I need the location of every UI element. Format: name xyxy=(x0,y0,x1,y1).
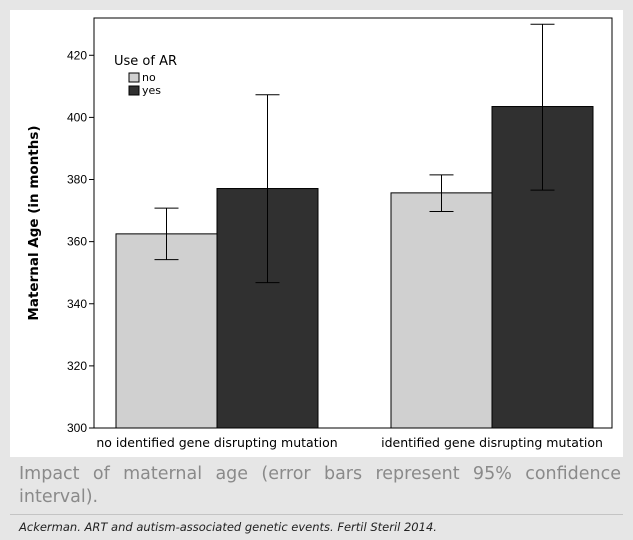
figure-citation: Ackerman. ART and autism-associated gene… xyxy=(19,520,437,534)
x-category-label: identified gene disrupting mutation xyxy=(381,435,603,450)
bar-no-2 xyxy=(390,192,493,429)
bar-no-1 xyxy=(115,233,218,429)
figure-caption: Impact of maternal age (error bars repre… xyxy=(19,464,621,507)
y-tick-label: 300 xyxy=(67,421,87,435)
y-tick-label: 420 xyxy=(67,48,87,62)
chart-panel: 300 320 340 360 380 400 420 Maternal Age (in mo… xyxy=(10,10,623,457)
y-tick-label: 400 xyxy=(67,110,87,124)
legend-swatch-yes xyxy=(128,85,140,96)
y-tick-label: 360 xyxy=(67,235,87,249)
x-category-label: no identified gene disrupting mutation xyxy=(96,435,337,450)
legend-swatch-no xyxy=(128,72,140,83)
caption-divider xyxy=(10,514,623,515)
legend-label-yes: yes xyxy=(142,84,161,97)
y-tick-label: 340 xyxy=(67,297,87,311)
y-axis-title: Maternal Age (in months) xyxy=(26,125,42,320)
legend-title: Use of AR xyxy=(114,54,177,69)
plot-frame xyxy=(93,17,613,429)
y-tick-label: 320 xyxy=(67,359,87,373)
legend-label-no: no xyxy=(142,71,156,84)
bar-chart: 300 320 340 360 380 400 420 Maternal Age (in mo… xyxy=(26,17,613,450)
y-tick-label: 380 xyxy=(67,173,87,187)
